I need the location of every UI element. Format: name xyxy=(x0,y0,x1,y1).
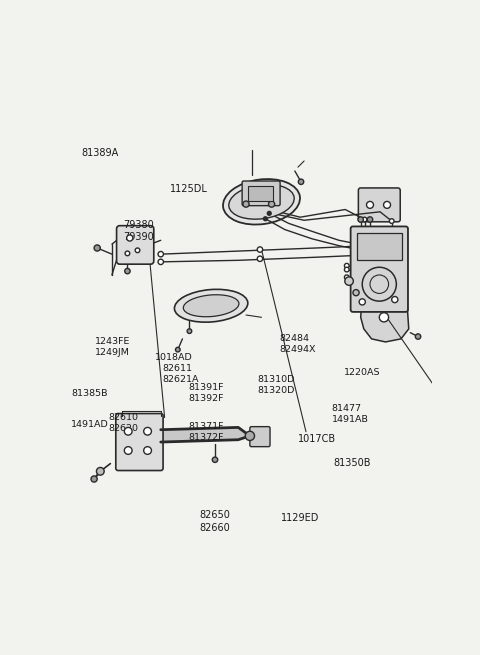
Circle shape xyxy=(358,217,363,222)
Circle shape xyxy=(187,329,192,333)
Text: 1018AD: 1018AD xyxy=(155,352,192,362)
Circle shape xyxy=(96,468,104,475)
Circle shape xyxy=(359,299,365,305)
Circle shape xyxy=(94,245,100,251)
Circle shape xyxy=(144,447,152,455)
Circle shape xyxy=(257,256,263,261)
Text: 1220AS: 1220AS xyxy=(344,367,380,377)
Circle shape xyxy=(353,290,359,296)
Text: 81350B: 81350B xyxy=(334,458,371,468)
Text: 1491AD: 1491AD xyxy=(71,420,109,429)
FancyBboxPatch shape xyxy=(359,188,400,222)
Circle shape xyxy=(268,201,275,207)
Ellipse shape xyxy=(183,295,239,317)
Bar xyxy=(357,233,402,259)
Circle shape xyxy=(267,212,271,215)
Circle shape xyxy=(376,252,380,256)
Circle shape xyxy=(345,267,349,272)
Circle shape xyxy=(124,428,132,435)
Circle shape xyxy=(91,476,97,482)
Circle shape xyxy=(298,179,304,185)
Bar xyxy=(248,185,273,201)
Circle shape xyxy=(379,312,389,322)
Circle shape xyxy=(384,202,391,208)
Text: 81310D
81320D: 81310D 81320D xyxy=(257,375,295,395)
Text: 81391F
81392F: 81391F 81392F xyxy=(188,383,224,403)
Circle shape xyxy=(367,217,372,222)
Circle shape xyxy=(389,219,394,223)
FancyBboxPatch shape xyxy=(116,413,163,470)
Circle shape xyxy=(176,347,180,352)
Text: 81389A: 81389A xyxy=(82,148,119,158)
FancyBboxPatch shape xyxy=(250,426,270,447)
Circle shape xyxy=(135,248,140,253)
Circle shape xyxy=(212,457,218,462)
Text: 82650
82660: 82650 82660 xyxy=(199,510,230,533)
Text: 1243FE
1249JM: 1243FE 1249JM xyxy=(96,337,131,357)
FancyBboxPatch shape xyxy=(117,226,154,264)
Circle shape xyxy=(415,334,421,339)
Circle shape xyxy=(264,217,267,221)
Text: 1129ED: 1129ED xyxy=(281,514,320,523)
Text: 79380
79390: 79380 79390 xyxy=(123,219,154,242)
Text: 81371F
81372F: 81371F 81372F xyxy=(188,422,224,441)
Ellipse shape xyxy=(174,290,248,322)
Polygon shape xyxy=(360,291,409,342)
Circle shape xyxy=(367,202,373,208)
Circle shape xyxy=(158,252,164,257)
Circle shape xyxy=(345,277,353,286)
Polygon shape xyxy=(161,428,250,442)
Text: 1125DL: 1125DL xyxy=(170,183,208,193)
Circle shape xyxy=(345,275,349,280)
Circle shape xyxy=(245,431,254,441)
Circle shape xyxy=(376,243,380,247)
Ellipse shape xyxy=(223,179,300,225)
Text: 82484
82494X: 82484 82494X xyxy=(279,334,316,354)
Circle shape xyxy=(124,447,132,455)
Circle shape xyxy=(127,235,133,241)
Circle shape xyxy=(125,251,130,255)
Circle shape xyxy=(125,269,130,274)
Text: 81477
1491AB: 81477 1491AB xyxy=(332,404,369,424)
Text: 82611
82621A: 82611 82621A xyxy=(162,364,199,384)
Text: 81385B: 81385B xyxy=(71,389,108,398)
Text: 1017CB: 1017CB xyxy=(298,434,336,444)
Circle shape xyxy=(345,263,349,268)
Circle shape xyxy=(392,297,398,303)
Text: 82610
82620: 82610 82620 xyxy=(108,413,138,432)
FancyBboxPatch shape xyxy=(350,227,408,312)
Circle shape xyxy=(257,247,263,252)
FancyBboxPatch shape xyxy=(242,181,280,206)
Circle shape xyxy=(144,428,152,435)
Circle shape xyxy=(243,201,249,207)
Ellipse shape xyxy=(229,185,294,219)
Circle shape xyxy=(362,217,367,222)
Circle shape xyxy=(158,259,164,265)
